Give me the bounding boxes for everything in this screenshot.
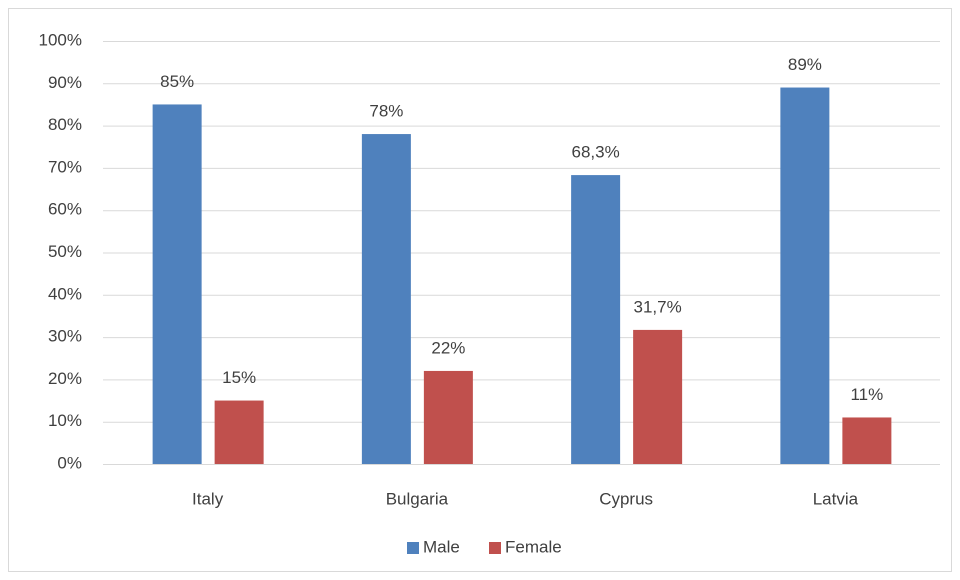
y-tick-label: 30% [48, 327, 82, 346]
y-tick-label: 0% [57, 453, 82, 472]
legend-swatch [407, 542, 419, 554]
data-label: 22% [431, 338, 465, 357]
data-label: 15% [222, 368, 256, 387]
bar [423, 370, 473, 464]
legend-swatch [489, 542, 501, 554]
data-label: 89% [788, 55, 822, 74]
bar [152, 104, 202, 464]
bar [842, 417, 892, 464]
data-label: 78% [369, 102, 403, 121]
data-label: 85% [160, 72, 194, 91]
y-tick-label: 70% [48, 157, 82, 176]
legend-label: Female [505, 537, 562, 556]
bar [571, 175, 621, 464]
x-tick-label: Italy [192, 489, 224, 508]
bar [633, 329, 683, 464]
y-tick-label: 40% [48, 284, 82, 303]
bar [780, 87, 830, 464]
x-tick-label: Latvia [813, 489, 859, 508]
y-tick-label: 60% [48, 200, 82, 219]
y-tick-label: 80% [48, 115, 82, 134]
legend-label: Male [423, 537, 460, 556]
data-label: 11% [850, 385, 883, 404]
data-label: 68,3% [572, 143, 620, 162]
y-tick-label: 90% [48, 73, 82, 92]
y-tick-label: 100% [39, 30, 82, 49]
x-tick-label: Cyprus [599, 489, 653, 508]
bar [361, 134, 411, 464]
x-tick-label: Bulgaria [386, 489, 449, 508]
bar [214, 400, 264, 464]
y-tick-label: 50% [48, 242, 82, 261]
y-tick-label: 20% [48, 369, 82, 388]
data-label: 31,7% [634, 297, 682, 316]
y-tick-label: 10% [48, 411, 82, 430]
